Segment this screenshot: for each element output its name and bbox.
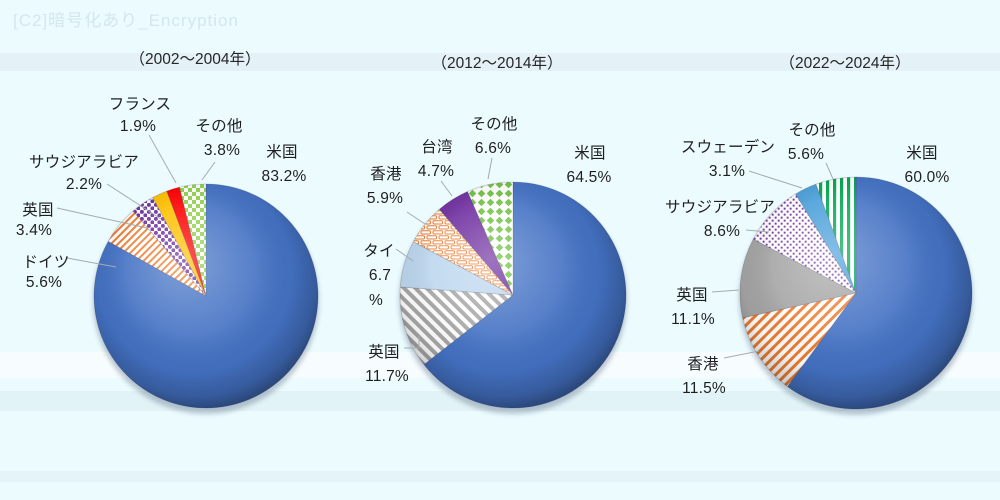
slice-value-uk: 11.7% bbox=[365, 368, 409, 385]
leader-line-other bbox=[825, 162, 834, 180]
slice-value-hong-kong: 5.9% bbox=[366, 190, 404, 207]
slice-value-saudi-arabia: 8.6% bbox=[703, 223, 741, 240]
leader-line-germany bbox=[66, 257, 117, 268]
leader-line-saudi-arabia bbox=[106, 183, 162, 220]
slice-value-sweden: 3.1% bbox=[708, 163, 746, 180]
slice-value-germany: 5.6% bbox=[25, 274, 63, 291]
leader-line-uk bbox=[56, 207, 148, 229]
slice-name-uk: 英国 bbox=[368, 344, 400, 361]
slice-value-unit-thailand: % bbox=[369, 292, 383, 309]
background-band bbox=[0, 53, 1000, 71]
slice-name-other: その他 bbox=[788, 122, 836, 139]
slice-value-thailand: 6.7 bbox=[368, 267, 392, 284]
slice-value-uk: 3.4% bbox=[15, 222, 53, 239]
leader-line-other bbox=[201, 161, 216, 181]
leader-line-sweden bbox=[748, 170, 803, 189]
slice-name-saudi-arabia: サウジアラビア bbox=[665, 199, 775, 216]
leader-line-uk bbox=[404, 336, 420, 349]
leader-line-other bbox=[487, 157, 493, 180]
slice-name-taiwan: 台湾 bbox=[421, 139, 453, 156]
watermark-text: [C2]暗号化あり_Encryption bbox=[13, 11, 239, 30]
leader-line-france bbox=[148, 134, 177, 184]
slice-value-usa: 83.2% bbox=[261, 168, 307, 185]
leader-line-uk bbox=[711, 289, 740, 293]
slice-value-usa: 60.0% bbox=[904, 169, 950, 186]
slice-name-uk: 英国 bbox=[676, 287, 708, 304]
chart-title-2022-2024: （2022～2024年） bbox=[779, 55, 911, 72]
slice-name-usa: 米国 bbox=[266, 144, 298, 161]
pie-chart-0 bbox=[93, 183, 319, 409]
leader-line-taiwan bbox=[440, 180, 453, 197]
slice-name-saudi-arabia: サウジアラビア bbox=[29, 154, 139, 171]
slice-value-uk: 11.1% bbox=[671, 311, 715, 328]
pie-chart-1 bbox=[399, 181, 627, 409]
slice-value-other: 3.8% bbox=[203, 142, 241, 159]
leader-line-thailand bbox=[395, 248, 414, 262]
slice-value-hong-kong: 11.5% bbox=[682, 380, 726, 397]
slice-value-other: 5.6% bbox=[787, 146, 825, 163]
slice-name-other: その他 bbox=[195, 118, 243, 135]
leader-line-saudi-arabia bbox=[745, 229, 770, 233]
slice-value-other: 6.6% bbox=[474, 140, 512, 157]
slice-value-taiwan: 4.7% bbox=[417, 163, 455, 180]
slice-name-usa: 米国 bbox=[906, 145, 938, 162]
slice-value-france: 1.9% bbox=[119, 118, 157, 135]
slice-name-usa: 米国 bbox=[574, 145, 606, 162]
leader-line-hong-kong bbox=[723, 350, 760, 359]
leader-line-hong-kong bbox=[406, 211, 426, 225]
slice-name-france: フランス bbox=[108, 96, 172, 113]
slice-name-uk: 英国 bbox=[22, 202, 54, 219]
slice-name-sweden: スウェーデン bbox=[680, 139, 776, 156]
slice-value-saudi-arabia: 2.2% bbox=[65, 176, 103, 193]
slice-value-usa: 64.5% bbox=[566, 169, 612, 186]
slice-name-other: その他 bbox=[470, 116, 518, 133]
slice-name-hong-kong: 香港 bbox=[687, 356, 719, 373]
chart-title-2002-2004: （2002～2004年） bbox=[129, 51, 261, 68]
slice-name-germany: ドイツ bbox=[22, 254, 70, 271]
slice-name-hong-kong: 香港 bbox=[370, 166, 402, 183]
chart-title-2012-2014: （2012～2014年） bbox=[431, 55, 563, 72]
background-band bbox=[0, 471, 1000, 482]
slice-name-thailand: タイ bbox=[363, 243, 395, 260]
